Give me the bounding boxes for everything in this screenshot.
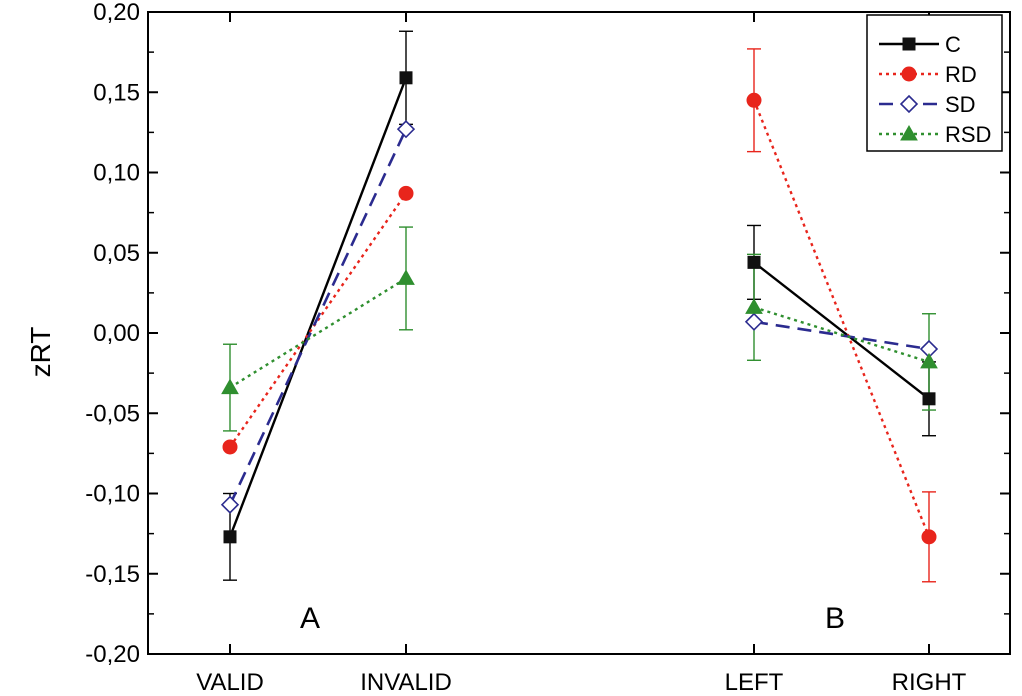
series-line	[753, 306, 930, 364]
series-c-lines	[228, 77, 930, 538]
legend-marker	[902, 37, 916, 51]
legend-item-rsd: RSD	[879, 122, 991, 147]
legend-item-sd: SD	[879, 92, 976, 117]
y-axis-ticks: -0,20 -0,15 -0,10 -0,05 0,00 0,05 0,10 0,15 0,20	[85, 0, 1010, 668]
data-point	[398, 185, 414, 201]
series-line	[753, 261, 930, 400]
y-tick-label: -0,10	[85, 481, 140, 508]
x-tick-label-right: RIGHT	[892, 669, 967, 696]
series-line	[229, 192, 407, 448]
y-tick-label: 0,05	[93, 240, 140, 267]
y-tick-label: 0,10	[93, 160, 140, 187]
x-tick-label-invalid: INVALID	[360, 669, 452, 696]
data-point	[747, 255, 761, 269]
legend-label: C	[945, 32, 961, 57]
legend-marker	[899, 94, 919, 114]
data-point	[746, 92, 762, 108]
data-point	[920, 352, 938, 369]
data-point	[220, 495, 240, 514]
data-point	[745, 298, 763, 314]
series-layer	[220, 30, 939, 583]
legend-box	[866, 14, 1003, 152]
y-tick-label: -0,05	[85, 400, 140, 427]
legend-marker	[901, 66, 917, 82]
data-point	[922, 392, 936, 406]
series-rd-lines	[229, 99, 931, 538]
series-c-points	[223, 71, 936, 544]
legend-label: RSD	[945, 122, 991, 147]
y-tick-label: 0,15	[93, 79, 140, 106]
data-point	[396, 120, 416, 139]
series-line	[229, 277, 407, 389]
x-tick-label-left: LEFT	[725, 669, 784, 696]
x-tick-label-valid: VALID	[196, 669, 264, 696]
series-sd-points	[220, 120, 939, 514]
series-rsd-errorbars	[223, 226, 936, 432]
legend-label: RD	[945, 62, 977, 87]
y-axis-title: zRT	[25, 327, 56, 378]
legend-label: SD	[945, 92, 976, 117]
data-point	[221, 378, 239, 395]
y-tick-label: 0,00	[93, 320, 140, 347]
data-point	[397, 269, 415, 285]
series-line	[228, 77, 408, 538]
legend: C RD SD RSD	[866, 14, 1003, 152]
data-point	[744, 312, 764, 331]
legend-item-c: C	[879, 32, 961, 57]
series-c-errorbars	[223, 30, 936, 581]
panel-label-b: B	[825, 602, 845, 635]
series-rsd-points	[221, 269, 938, 395]
panel-label-a: A	[300, 602, 320, 635]
data-point	[223, 530, 237, 544]
y-tick-label: -0,20	[85, 641, 140, 668]
data-point	[222, 439, 238, 455]
y-tick-label: 0,20	[93, 0, 140, 26]
data-point	[921, 529, 937, 545]
data-point	[399, 71, 413, 85]
series-line	[228, 128, 408, 506]
series-rsd-lines	[229, 277, 930, 389]
series-rd-points	[222, 92, 937, 545]
legend-marker	[900, 124, 918, 141]
legend-item-rd: RD	[879, 62, 977, 87]
series-line	[752, 99, 931, 538]
y-tick-label: -0,15	[85, 561, 140, 588]
